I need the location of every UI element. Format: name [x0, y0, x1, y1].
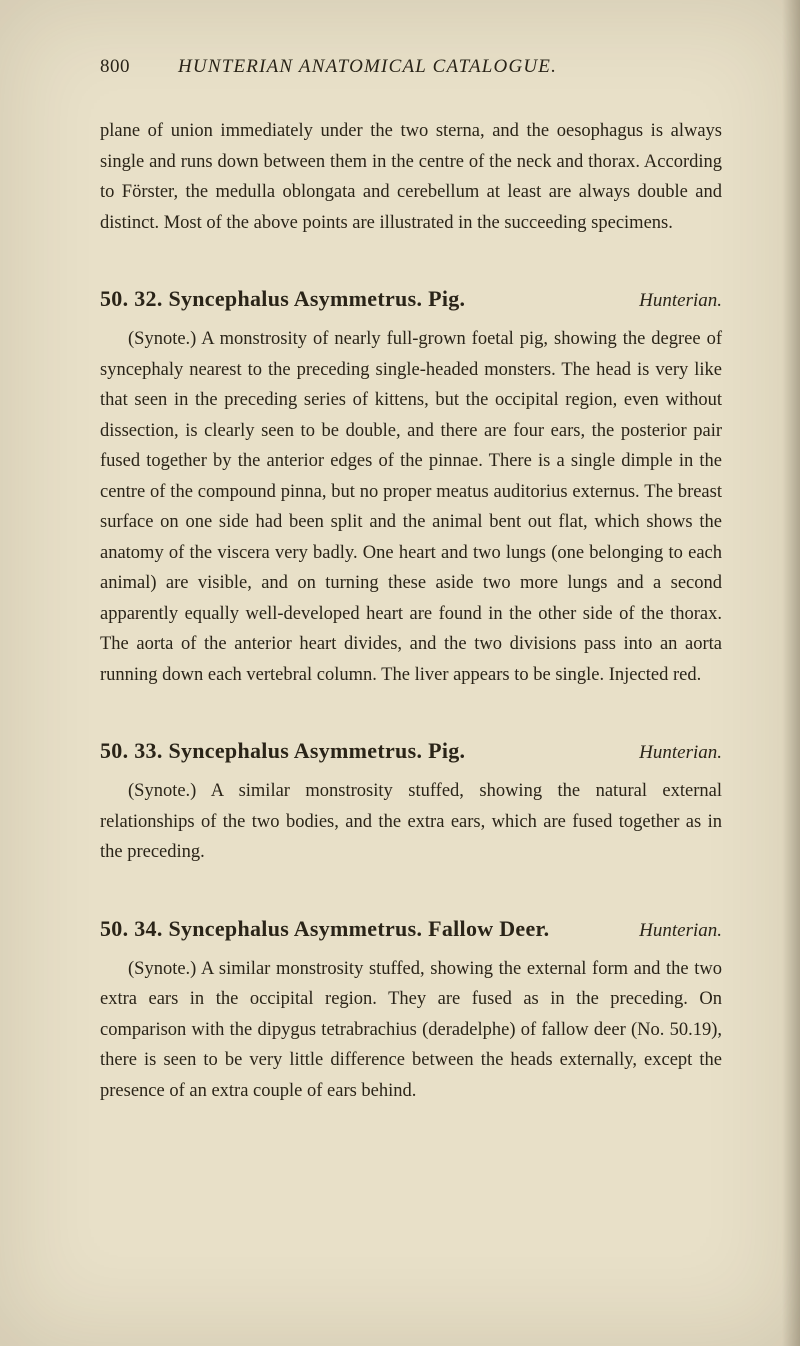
entry-name: Syncephalus Asymmetrus.	[168, 286, 422, 311]
entry-title: 50. 32. Syncephalus Asymmetrus. Pig.	[100, 286, 465, 312]
entry-name: Syncephalus Asymmetrus.	[168, 738, 422, 763]
entry-subnumber: 32.	[134, 286, 162, 311]
page-number: 800	[100, 56, 130, 78]
entry-number: 50.	[100, 286, 128, 311]
entry-heading: 50. 32. Syncephalus Asymmetrus. Pig. Hun…	[100, 286, 722, 312]
entry-subnumber: 33.	[134, 738, 162, 763]
entry-subject: Pig.	[428, 738, 465, 763]
page-header: 800 HUNTERIAN ANATOMICAL CATALOGUE.	[100, 56, 722, 78]
page-container: 800 HUNTERIAN ANATOMICAL CATALOGUE. plan…	[0, 0, 800, 1214]
running-title: HUNTERIAN ANATOMICAL CATALOGUE.	[178, 56, 557, 78]
entry-body: (Synote.) A similar monstrosity stuffed,…	[100, 776, 722, 868]
entry-number: 50.	[100, 916, 128, 941]
entry-source: Hunterian.	[639, 920, 722, 942]
entry-source: Hunterian.	[639, 290, 722, 312]
entry-title: 50. 33. Syncephalus Asymmetrus. Pig.	[100, 738, 465, 764]
entry-subject: Fallow Deer.	[428, 916, 549, 941]
entry-body: (Synote.) A similar monstrosity stuffed,…	[100, 954, 722, 1107]
page-edge-shadow	[782, 0, 800, 1346]
entry-number: 50.	[100, 738, 128, 763]
entry-subject: Pig.	[428, 286, 465, 311]
catalogue-entry: 50. 34. Syncephalus Asymmetrus. Fallow D…	[100, 916, 722, 1107]
entry-heading: 50. 34. Syncephalus Asymmetrus. Fallow D…	[100, 916, 722, 942]
intro-paragraph: plane of union immediately under the two…	[100, 116, 722, 238]
entry-source: Hunterian.	[639, 742, 722, 764]
entry-body: (Synote.) A monstrosity of nearly full-g…	[100, 324, 722, 690]
entry-subnumber: 34.	[134, 916, 162, 941]
entry-title: 50. 34. Syncephalus Asymmetrus. Fallow D…	[100, 916, 549, 942]
catalogue-entry: 50. 32. Syncephalus Asymmetrus. Pig. Hun…	[100, 286, 722, 690]
entry-name: Syncephalus Asymmetrus.	[168, 916, 422, 941]
catalogue-entry: 50. 33. Syncephalus Asymmetrus. Pig. Hun…	[100, 738, 722, 868]
entry-heading: 50. 33. Syncephalus Asymmetrus. Pig. Hun…	[100, 738, 722, 764]
